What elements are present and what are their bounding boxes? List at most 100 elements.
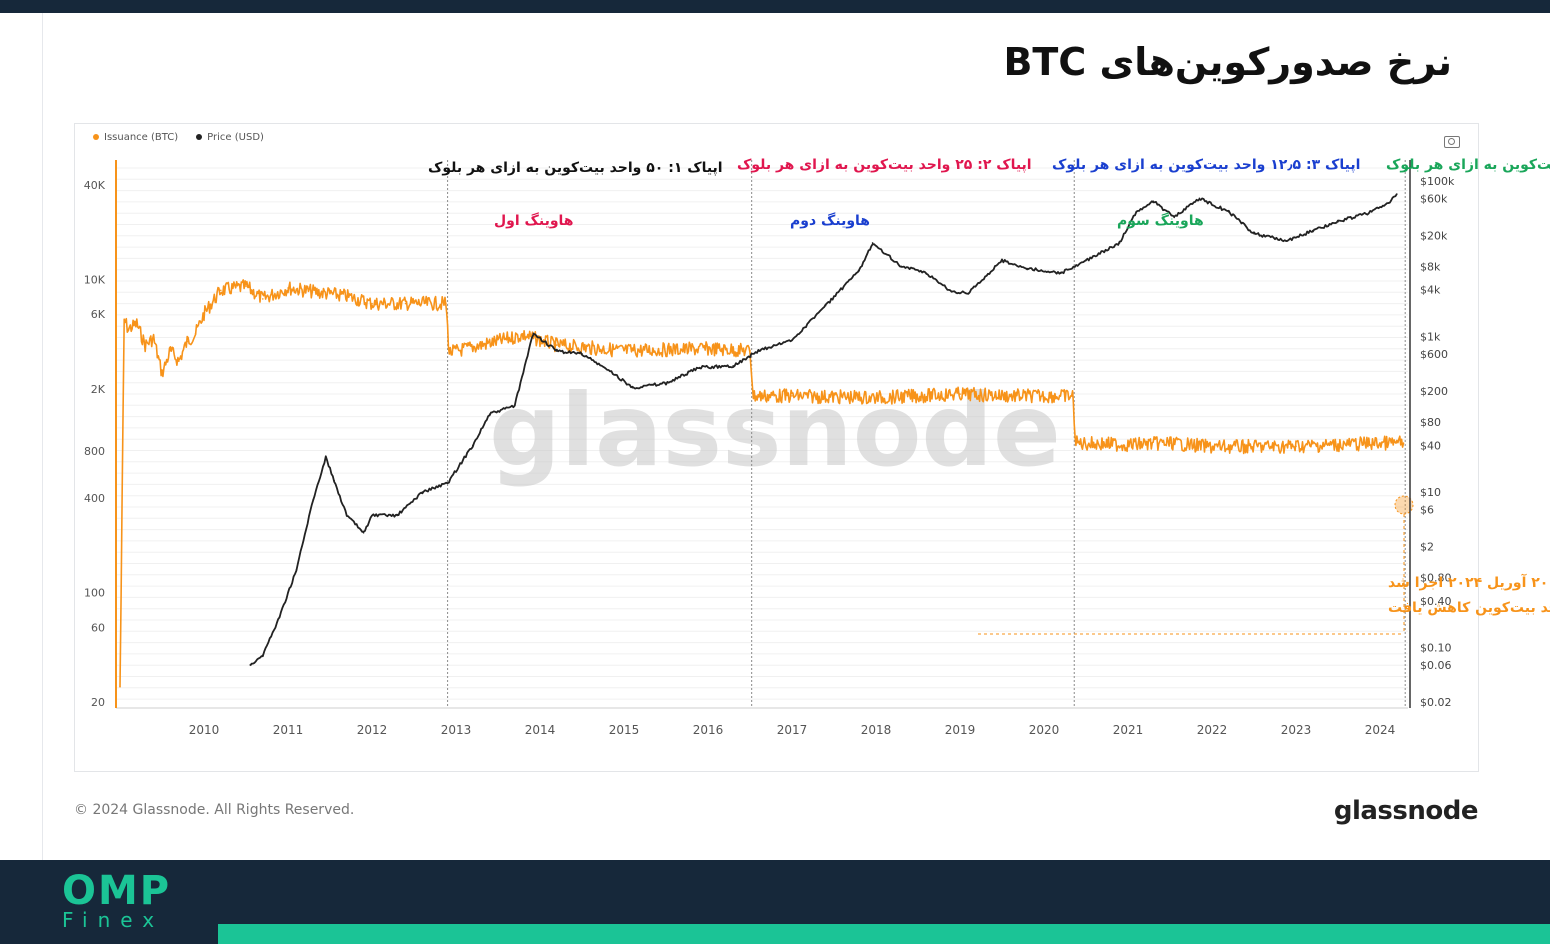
price-point: [757, 350, 760, 352]
issuance-point: [623, 349, 625, 352]
price-point: [824, 304, 827, 307]
right-tick-label: $1k: [1420, 331, 1441, 344]
left-tick-label: 60: [91, 621, 105, 634]
issuance-point: [346, 295, 348, 298]
right-tick-label: $20k: [1420, 229, 1448, 242]
price-point: [1026, 267, 1028, 270]
price-point: [262, 654, 264, 656]
right-tick-label: $0.06: [1420, 659, 1452, 672]
price-point: [871, 242, 874, 244]
price-point: [614, 374, 617, 376]
price-point: [900, 265, 902, 268]
annotation-epoch3: اپیاک ۳: ۱۲٫۵ واحد بیت‌کوین به ازای هر ب…: [1052, 157, 1360, 173]
right-tick-label: $0.40: [1420, 595, 1452, 608]
price-point: [362, 532, 365, 534]
right-tick-label: $40: [1420, 439, 1441, 452]
issuance-point: [1169, 442, 1171, 444]
price-point: [1370, 211, 1373, 213]
issuance-line: [119, 279, 1405, 687]
issuance-point: [127, 328, 130, 331]
price-point: [732, 365, 734, 367]
annotation-halving-second: هاوینگ دوم: [790, 212, 870, 229]
price-point: [421, 491, 424, 493]
issuance-point: [136, 323, 138, 325]
issuance-point: [1211, 446, 1213, 448]
x-tick-label: 2017: [777, 723, 808, 737]
right-tick-label: $0.02: [1420, 696, 1452, 709]
issuance-point: [404, 302, 407, 305]
legend-item-price[interactable]: Price (USD): [196, 132, 264, 143]
price-point: [925, 272, 928, 275]
price-point: [1060, 272, 1062, 275]
issuance-point: [371, 302, 373, 305]
glassnode-logo[interactable]: glassnode: [1333, 796, 1479, 826]
chart-grid: [116, 167, 1408, 700]
left-tick-label: 800: [84, 445, 105, 458]
price-point: [514, 404, 516, 407]
issuance-point: [1071, 395, 1074, 397]
price-point: [1337, 220, 1339, 223]
x-tick-label: 2012: [357, 723, 388, 737]
x-tick-label: 2024: [1365, 723, 1396, 737]
price-point: [791, 339, 793, 341]
price-point: [1085, 259, 1087, 262]
price-point: [1118, 242, 1121, 244]
issuance-point: [262, 298, 264, 300]
chart-annotations: اپیاک ۱: ۵۰ واحد بیت‌کوین به ازای هر بلو…: [428, 157, 1550, 616]
issuance-point: [1009, 395, 1012, 397]
issuance-point: [123, 319, 125, 321]
left-tick-label: 6K: [91, 308, 106, 321]
price-point: [371, 514, 373, 517]
issuance-point: [749, 349, 751, 352]
issuance-point: [1402, 442, 1405, 444]
issuance-point: [448, 351, 451, 354]
issuance-point: [791, 395, 793, 397]
issuance-point: [556, 344, 558, 346]
issuance-point: [287, 287, 289, 289]
price-point: [1387, 202, 1390, 204]
right-tick-label: $8k: [1420, 260, 1441, 273]
price-point: [556, 350, 558, 352]
price-point: [858, 270, 860, 272]
camera-icon[interactable]: [1444, 136, 1460, 148]
top-bar: [0, 0, 1550, 13]
price-point: [1135, 211, 1138, 213]
price-point: [532, 332, 535, 335]
price-point: [488, 413, 491, 416]
price-point: [312, 498, 315, 501]
halving4-marker: [1395, 496, 1413, 514]
right-tick-label: $0.80: [1420, 571, 1452, 584]
brand-logo: OMP: [62, 868, 172, 914]
price-point: [346, 514, 348, 517]
right-tick-label: $80: [1420, 416, 1441, 429]
price-point: [325, 456, 327, 459]
issuance-point: [522, 334, 524, 336]
legend-dot-icon: [93, 134, 99, 140]
price-point: [249, 664, 251, 666]
x-tick-label: 2011: [273, 723, 304, 737]
annotation-halving-first: هاوینگ اول: [494, 212, 574, 229]
price-point: [295, 569, 298, 571]
x-tick-label: 2014: [525, 723, 556, 737]
annotation-epoch4: اپیاک ۴: ۶٫۲۵ واحد بیت‌کوین به ازای هر ب…: [1386, 157, 1550, 173]
price-line: [249, 193, 1398, 667]
right-tick-label: $100k: [1420, 175, 1455, 188]
price-point: [1001, 259, 1003, 262]
issuance-point: [1295, 445, 1297, 448]
right-tick-label: $6: [1420, 503, 1434, 516]
issuance-point: [186, 340, 188, 343]
issuance-point: [220, 289, 222, 292]
left-tick-label: 2K: [91, 383, 106, 396]
left-tick-label: 40K: [84, 179, 106, 192]
price-point: [472, 444, 474, 447]
right-tick-label: $60k: [1420, 192, 1448, 205]
annotation-halving-third: هاوینگ سوم: [1117, 212, 1204, 229]
issuance-point: [707, 348, 709, 350]
price-point: [1396, 193, 1398, 195]
page-title: نرخ صدورکوین‌های BTC: [1003, 40, 1452, 84]
x-tick-label: 2021: [1113, 723, 1144, 737]
issuance-point: [1379, 442, 1381, 444]
legend-item-issuance[interactable]: Issuance (BTC): [93, 132, 178, 143]
chart-legend: Issuance (BTC) Price (USD): [93, 132, 264, 143]
